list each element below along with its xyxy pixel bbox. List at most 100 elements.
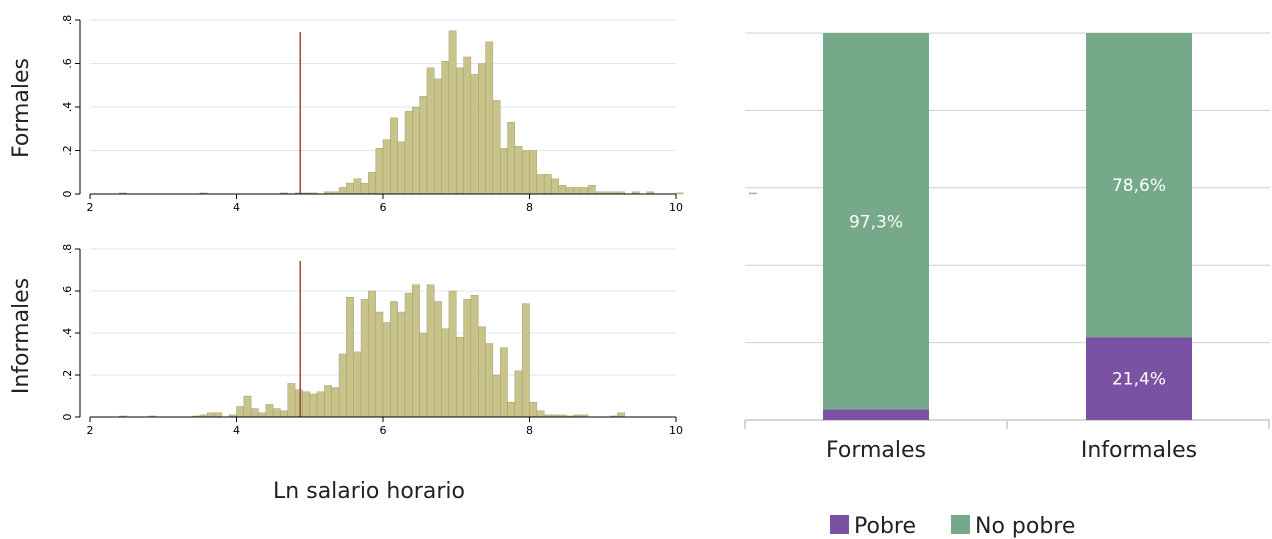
histogram-formales: 2 4 6 8 10 0 .2 .4 .6 .8 <box>61 15 757 214</box>
histogram-bar <box>412 284 420 418</box>
y-tick-label: .6 <box>61 58 74 69</box>
histogram-bar <box>243 395 252 418</box>
histogram-bar <box>294 389 303 418</box>
histogram-bar <box>390 301 398 418</box>
histogram-bar <box>258 412 267 418</box>
histogram-bar <box>426 67 435 195</box>
histogram-bar <box>404 292 413 418</box>
histogram-bar <box>302 391 310 418</box>
x-tick-label: 2 <box>87 424 94 437</box>
histogram-bar <box>236 406 245 418</box>
histogram-bar <box>529 150 538 195</box>
histogram-bar <box>353 178 362 195</box>
histogram-bar <box>448 290 457 418</box>
y-tick-label: .2 <box>61 370 74 381</box>
histogram-bar <box>346 297 354 418</box>
x-tick-label: 6 <box>380 424 387 437</box>
histogram-bar <box>456 337 464 418</box>
stacked-bar-segment <box>823 33 929 410</box>
histogram-bar <box>338 353 347 418</box>
histogram-bar <box>470 295 479 418</box>
histogram-bar <box>463 56 472 195</box>
histogram-bar <box>324 385 332 418</box>
histogram-bar <box>507 122 516 195</box>
histogram-bar <box>536 174 545 195</box>
histogram-bar <box>265 404 274 418</box>
histogram-bar <box>382 139 391 195</box>
legend-label: No pobre <box>975 514 1075 539</box>
histogram-bar <box>492 100 501 195</box>
x-tick-label: 10 <box>669 201 683 214</box>
histogram-informales: 2 4 6 8 10 0 .2 .4 .6 .8 <box>61 244 683 437</box>
histogram-bar <box>536 410 545 418</box>
histogram-bar <box>214 412 223 418</box>
histogram-bar <box>749 192 757 195</box>
x-tick-label: 8 <box>526 201 533 214</box>
x-tick-label: 6 <box>380 201 387 214</box>
histogram-bar <box>521 150 530 195</box>
histogram-bar <box>434 78 442 195</box>
y-tick-label: .6 <box>61 286 74 297</box>
histogram-bar <box>441 328 450 418</box>
legend-swatch <box>951 515 970 534</box>
histogram-bar <box>543 174 552 195</box>
histogram-panels: 2 4 6 8 10 0 .2 .4 .6 .8 2 4 6 8 10 0 .2 .4 .6 .8 <box>61 15 757 437</box>
histogram-bar <box>375 311 384 418</box>
y-tick-label: .8 <box>61 15 74 26</box>
category-label: Informales <box>1081 438 1197 463</box>
histogram-bar <box>419 95 428 195</box>
histogram-bar <box>426 284 435 418</box>
histogram-bar <box>280 410 288 418</box>
histogram-bar <box>500 347 508 418</box>
histogram-bar <box>404 111 413 195</box>
y-tick-label: 0 <box>61 191 74 198</box>
histogram-bar <box>397 141 406 195</box>
histogram-bar <box>675 192 684 195</box>
histogram-bar <box>346 182 354 195</box>
histogram-bar <box>287 383 296 418</box>
histogram-bar <box>587 185 596 195</box>
histogram-bar <box>514 145 523 195</box>
histogram-bar <box>360 182 369 195</box>
histogram-bar <box>500 148 508 195</box>
data-label: 97,3% <box>849 212 903 232</box>
y-tick-label: 0 <box>61 414 74 421</box>
histogram-bar <box>250 408 259 418</box>
data-label: 21,4% <box>1112 370 1166 390</box>
histogram-bar <box>368 172 376 195</box>
histogram-bar <box>353 351 362 418</box>
stacked-bar-segment <box>1086 33 1192 338</box>
histogram-bar <box>492 374 501 418</box>
x-tick-label: 4 <box>233 424 240 437</box>
histogram-bar <box>470 74 479 195</box>
histogram-bar <box>529 402 538 418</box>
histogram-bar <box>478 63 486 195</box>
histogram-bar <box>521 303 530 418</box>
stacked-bar-segment <box>823 409 929 420</box>
histogram-bar <box>558 185 567 195</box>
legend-label: Pobre <box>854 514 916 539</box>
stacked-bar-segment <box>1086 337 1192 420</box>
category-label: Formales <box>826 438 926 463</box>
histogram-bar <box>514 370 523 418</box>
histogram-bar <box>390 117 398 195</box>
histogram-bar <box>360 299 369 418</box>
stacked-bar-chart: 97,3% Formales 21,4% 78,6% Informales Pobre No… <box>744 32 1270 539</box>
panel-label-informales: Informales <box>9 278 34 394</box>
histogram-bar <box>368 290 376 418</box>
histogram-bar <box>448 30 457 195</box>
x-tick-label: 4 <box>233 201 240 214</box>
x-axis-title: Ln salario horario <box>273 479 465 504</box>
histogram-bar <box>412 106 420 195</box>
y-tick-label: .4 <box>61 102 74 113</box>
histogram-bar <box>434 301 442 418</box>
data-label: 78,6% <box>1112 176 1166 196</box>
y-tick-label: .4 <box>61 328 74 339</box>
histogram-bar <box>419 332 428 418</box>
x-tick-label: 8 <box>526 424 533 437</box>
histogram-bar <box>338 187 347 195</box>
histogram-bar <box>573 187 581 195</box>
histogram-bar <box>272 408 281 418</box>
histogram-bar <box>463 299 472 418</box>
histogram-bar <box>485 41 494 195</box>
